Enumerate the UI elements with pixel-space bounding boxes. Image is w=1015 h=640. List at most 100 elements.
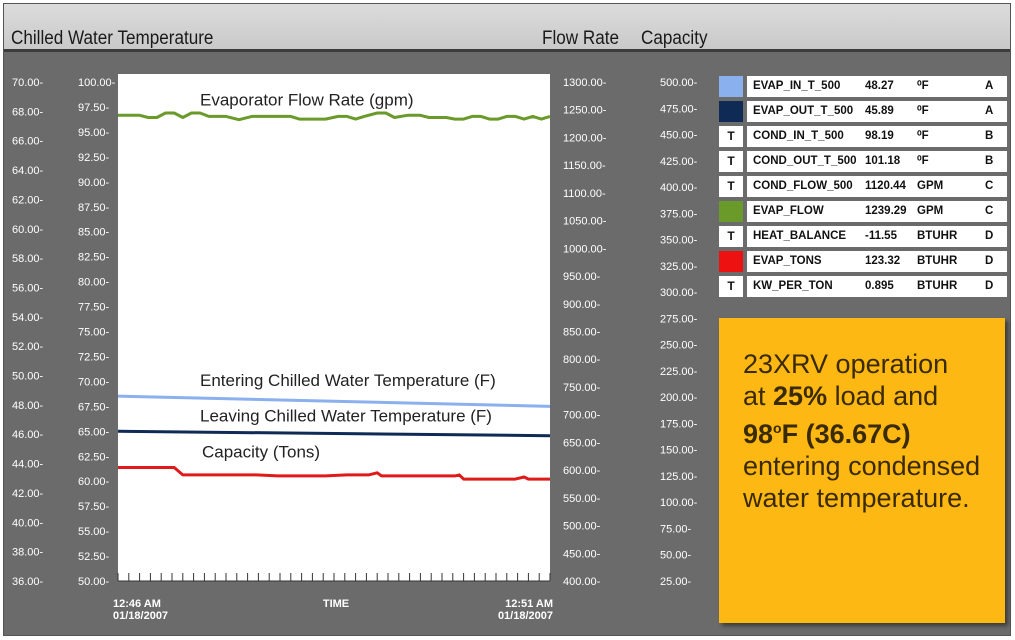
- legend-name: COND_IN_T_500: [753, 130, 844, 142]
- legend-axis: D: [985, 255, 994, 267]
- legend-value: 1239.29: [865, 205, 907, 217]
- legend-swatch: [719, 251, 743, 272]
- axis-tick-label-capacity: 250.00-: [660, 340, 698, 352]
- x-axis-title: TIME: [323, 598, 349, 610]
- axis-tick-label-chilled_temp: 64.00-: [12, 165, 44, 177]
- axis-tick-label-cond_temp: 70.00-: [78, 376, 110, 388]
- axis-tick-label-cond_temp: 52.50-: [78, 551, 110, 563]
- series-line-2: [117, 429, 551, 438]
- header-capacity-title: Capacity: [641, 28, 708, 49]
- axis-tick-label-capacity: 325.00-: [660, 261, 698, 273]
- axis-tick-label-cond_temp: 87.50-: [78, 202, 110, 214]
- legend-value: 1120.44: [865, 180, 906, 192]
- legend-row: T COND_OUT_T_500 101.18 ⁰F B: [719, 151, 1007, 172]
- series-annotation-3: Capacity (Tons): [202, 443, 320, 462]
- axis-tick-label-flow_rate: 400.00-: [563, 576, 601, 588]
- legend-box: COND_IN_T_500 98.19 ⁰F B: [747, 126, 1007, 147]
- legend-row: EVAP_FLOW 1239.29 GPM C: [719, 201, 1007, 222]
- legend-axis: D: [985, 280, 994, 292]
- axis-tick-label-chilled_temp: 50.00-: [12, 371, 44, 383]
- axis-tick-label-cond_temp: 85.00-: [78, 227, 110, 239]
- axis-tick-label-chilled_temp: 38.00-: [12, 547, 44, 559]
- axis-tick-label-capacity: 375.00-: [660, 208, 698, 220]
- axis-tick-label-capacity: 275.00-: [660, 313, 698, 325]
- legend-value: 48.27: [865, 80, 894, 92]
- axis-tick-label-capacity: 450.00-: [660, 130, 698, 142]
- axis-tick-label-flow_rate: 1300.00-: [563, 77, 607, 89]
- legend-axis: A: [985, 105, 994, 117]
- series-annotation-2: Leaving Chilled Water Temperature (F): [200, 406, 492, 425]
- axis-tick-label-cond_temp: 50.00-: [78, 576, 110, 588]
- legend-unit: ⁰F: [917, 105, 929, 117]
- legend-unit: BTUHR: [917, 280, 958, 292]
- axis-tick-label-cond_temp: 80.00-: [78, 277, 110, 289]
- axis-tick-label-chilled_temp: 52.00-: [12, 341, 44, 353]
- axis-tick-label-cond_temp: 82.50-: [78, 252, 110, 264]
- axis-tick-label-chilled_temp: 36.00-: [12, 576, 44, 588]
- axis-tick-label-capacity: 75.00-: [660, 523, 692, 535]
- axis-tick-label-capacity: 50.00-: [660, 550, 692, 562]
- axis-tick-label-capacity: 175.00-: [660, 418, 698, 430]
- legend-unit: BTUHR: [917, 230, 958, 242]
- axis-tick-label-flow_rate: 1250.00-: [563, 105, 607, 117]
- chart-panel: Chilled Water Temperature Flow Rate Capa…: [3, 3, 1011, 636]
- note-line-2: at 25% load and: [743, 381, 939, 411]
- axis-tick-label-flow_rate: 550.00-: [563, 493, 601, 505]
- axis-tick-label-chilled_temp: 54.00-: [12, 312, 44, 324]
- legend-axis: B: [985, 130, 994, 142]
- legend-swatch: [719, 101, 743, 122]
- axis-tick-label-capacity: 25.00-: [660, 576, 692, 588]
- legend-name: HEAT_BALANCE: [753, 230, 847, 242]
- operation-note: 23XRV operation at 25% load and 98oF (36…: [719, 318, 1005, 623]
- legend-row: EVAP_IN_T_500 48.27 ⁰F A: [719, 76, 1007, 97]
- axis-tick-label-flow_rate: 1000.00-: [563, 243, 607, 255]
- axis-tick-label-flow_rate: 1150.00-: [563, 160, 606, 172]
- x-start-label: 12:46 AM: [113, 598, 161, 610]
- legend-table: EVAP_IN_T_500 48.27 ⁰F A EVAP_OUT_T_500 45.89…: [719, 76, 1007, 301]
- axis-tick-label-cond_temp: 55.00-: [78, 526, 110, 538]
- legend-axis: C: [985, 205, 994, 217]
- legend-swatch: T: [719, 126, 743, 147]
- legend-axis: A: [985, 80, 994, 92]
- x-start-label: 01/18/2007: [113, 610, 168, 622]
- axis-tick-label-capacity: 200.00-: [660, 392, 698, 404]
- legend-axis: B: [985, 155, 994, 167]
- axis-tick-label-chilled_temp: 56.00-: [12, 282, 44, 294]
- x-end-label: 01/18/2007: [498, 610, 553, 622]
- line-chart: 70.00- 68.00- 66.00- 64.00- 62.00- 60.00- 58.0…: [12, 74, 698, 622]
- legend-box: EVAP_FLOW 1239.29 GPM C: [747, 201, 1007, 222]
- legend-unit: ⁰F: [917, 80, 929, 92]
- axis-tick-label-flow_rate: 450.00-: [563, 548, 601, 560]
- legend-row: T COND_FLOW_500 1120.44 GPM C: [719, 176, 1007, 197]
- axis-tick-label-capacity: 225.00-: [660, 366, 698, 378]
- axis-tick-label-chilled_temp: 62.00-: [12, 194, 44, 206]
- axis-tick-label-flow_rate: 850.00-: [563, 327, 601, 339]
- legend-value: -11.55: [865, 230, 897, 242]
- note-line-1: 23XRV operation: [743, 349, 949, 379]
- legend-swatch: [719, 76, 743, 97]
- legend-unit: ⁰F: [917, 130, 929, 142]
- axis-tick-label-chilled_temp: 40.00-: [12, 517, 44, 529]
- legend-axis: C: [985, 180, 994, 192]
- legend-row: EVAP_TONS 123.32 BTUHR D: [719, 251, 1007, 272]
- axis-tick-label-flow_rate: 500.00-: [563, 521, 601, 533]
- axis-tick-label-capacity: 500.00-: [660, 77, 698, 89]
- legend-row: T COND_IN_T_500 98.19 ⁰F B: [719, 126, 1007, 147]
- axis-tick-label-flow_rate: 1200.00-: [563, 132, 607, 144]
- legend-swatch: T: [719, 276, 743, 297]
- legend-swatch: T: [719, 176, 743, 197]
- series-line-3: [118, 466, 550, 481]
- axis-tick-label-chilled_temp: 58.00-: [12, 253, 44, 265]
- axis-tick-label-cond_temp: 90.00-: [78, 177, 110, 189]
- legend-unit: GPM: [917, 205, 944, 217]
- chart-header: Chilled Water Temperature Flow Rate Capa…: [4, 4, 1010, 52]
- legend-box: EVAP_IN_T_500 48.27 ⁰F A: [747, 76, 1007, 97]
- legend-name: EVAP_OUT_T_500: [753, 105, 854, 117]
- legend-box: EVAP_OUT_T_500 45.89 ⁰F A: [747, 101, 1007, 122]
- legend-name: KW_PER_TON: [753, 280, 833, 292]
- series-line-1: [117, 394, 551, 408]
- axis-tick-label-capacity: 150.00-: [660, 445, 698, 457]
- series-annotation-0: Evaporator Flow Rate (gpm): [200, 90, 414, 109]
- legend-swatch: T: [719, 151, 743, 172]
- legend-unit: GPM: [917, 180, 944, 192]
